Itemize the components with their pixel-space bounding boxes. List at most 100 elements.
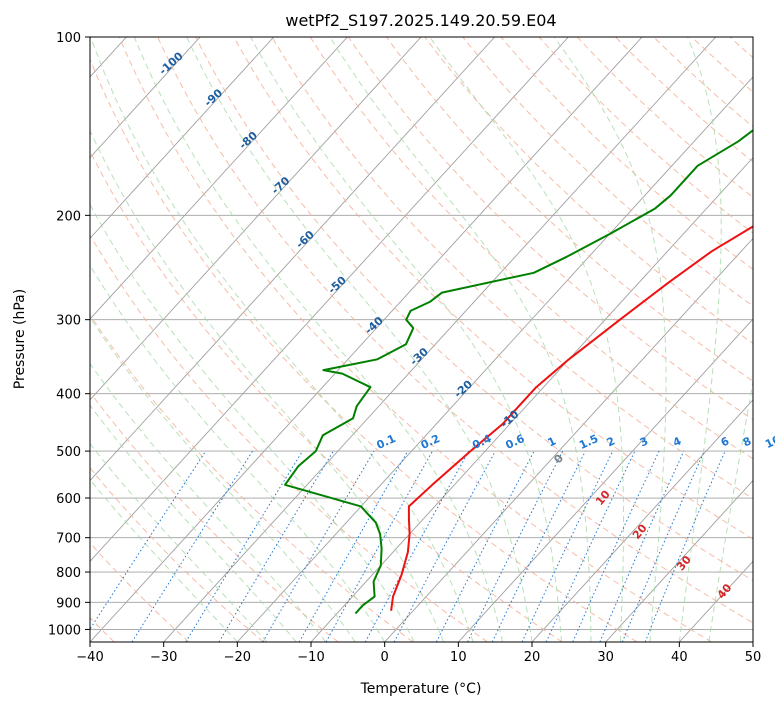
mixing-ratio-line bbox=[262, 450, 375, 642]
isotherm-line bbox=[90, 37, 569, 562]
dry-adiabat-line bbox=[118, 37, 712, 642]
moist-adiabat-line bbox=[553, 37, 667, 642]
dry-adiabat-line bbox=[691, 37, 753, 93]
reference-lines bbox=[90, 37, 775, 642]
x-tick-label: −40 bbox=[76, 650, 103, 665]
y-tick-label: 600 bbox=[56, 492, 81, 507]
dry-adiabat-line bbox=[653, 37, 753, 128]
y-axis-label: Pressure (hPa) bbox=[12, 289, 28, 389]
isotherm-line bbox=[90, 37, 496, 482]
moist-adiabat-line bbox=[90, 442, 268, 642]
dry-adiabat-line bbox=[768, 37, 775, 642]
isotherm-label: -80 bbox=[237, 129, 261, 152]
moist-adiabat-line bbox=[250, 37, 562, 642]
mixing-ratio-label: 3 bbox=[638, 434, 650, 449]
y-tick-label: 900 bbox=[56, 596, 81, 611]
isotherm-label: -90 bbox=[202, 86, 226, 109]
x-tick-label: 30 bbox=[597, 650, 614, 665]
mixing-ratio-label: 4 bbox=[671, 434, 684, 449]
mixing-ratio-line bbox=[218, 450, 334, 642]
mixing-ratio-label: 10 bbox=[763, 433, 775, 451]
mixing-ratio-label: 1.5 bbox=[577, 432, 600, 452]
x-tick-label: −10 bbox=[297, 650, 324, 665]
dry-adiabat-line bbox=[157, 37, 753, 624]
dry-adiabat-line bbox=[615, 37, 753, 163]
moist-adiabat-line bbox=[186, 37, 533, 642]
dry-adiabat-line bbox=[195, 37, 753, 582]
dry-adiabat-line bbox=[309, 37, 753, 460]
moist-adiabat-line bbox=[90, 264, 386, 642]
isotherm-label: -20 bbox=[452, 377, 476, 400]
moist-adiabat-line bbox=[678, 37, 722, 642]
isotherm-label: -40 bbox=[362, 314, 386, 337]
moist-adiabat-line bbox=[90, 129, 445, 642]
isotherm-label: -100 bbox=[157, 49, 186, 77]
mixing-ratio-line bbox=[491, 450, 586, 642]
isotherm-line bbox=[605, 479, 753, 642]
moist-adiabat-line bbox=[90, 362, 327, 642]
axis-layer: −40 −30 −20 −10 0 10 20 30 40 50 1000 900 800 700 600 5… bbox=[48, 31, 761, 665]
mixing-ratio-label: 1 bbox=[546, 434, 558, 449]
isotherm-line bbox=[531, 399, 753, 642]
x-tick-label: −20 bbox=[224, 650, 251, 665]
dry-adiabat-line bbox=[462, 37, 753, 307]
isotherm-line bbox=[458, 318, 753, 642]
mixing-ratio-line bbox=[325, 450, 433, 642]
mixing-ratio-line bbox=[185, 450, 304, 642]
isotherm-line bbox=[237, 76, 753, 642]
y-tick-label: 300 bbox=[56, 314, 81, 329]
mixing-ratio-line bbox=[545, 450, 636, 642]
x-axis-label: Temperature (°C) bbox=[360, 681, 482, 697]
mixing-ratio-line bbox=[599, 450, 685, 642]
moist-adiabat-label: 20 bbox=[630, 521, 650, 541]
series-layer bbox=[284, 128, 753, 615]
dry-adiabat-line bbox=[729, 37, 753, 59]
y-tick-label: 500 bbox=[56, 445, 81, 460]
moist-adiabat-line bbox=[90, 478, 238, 642]
mixing-ratio-line bbox=[364, 450, 470, 642]
x-tick-label: 20 bbox=[524, 650, 541, 665]
dry-adiabat-line bbox=[90, 467, 264, 642]
mixing-ratio-label: 0.1 bbox=[375, 432, 398, 452]
dry-adiabat-line bbox=[90, 149, 563, 642]
isotherm-label: -60 bbox=[293, 228, 317, 251]
mixing-ratio-line bbox=[621, 450, 705, 642]
dry-adiabat-line bbox=[538, 37, 753, 234]
mixing-ratio-line bbox=[572, 450, 660, 642]
dry-adiabat-line bbox=[576, 37, 753, 198]
mixing-ratio-label: 6 bbox=[719, 434, 732, 449]
mixing-ratio-label: 0.2 bbox=[419, 432, 442, 452]
x-tick-label: 40 bbox=[671, 650, 688, 665]
mixing-ratio-line bbox=[467, 450, 564, 642]
dry-adiabat-line bbox=[90, 542, 190, 642]
isotherm-line bbox=[90, 37, 201, 159]
y-tick-label: 700 bbox=[56, 532, 81, 547]
dry-adiabat-line bbox=[500, 37, 753, 270]
chart-title: wetPf2_S197.2025.149.20.59.E04 bbox=[285, 11, 556, 31]
moist-adiabat-line bbox=[429, 37, 624, 642]
isotherm-label: -50 bbox=[326, 273, 350, 296]
plot-frame bbox=[89, 36, 754, 643]
dry-adiabat-line bbox=[90, 314, 414, 642]
mixing-ratio-label: 8 bbox=[741, 434, 753, 449]
x-tick-label: 50 bbox=[745, 650, 762, 665]
mixing-ratio-line bbox=[131, 450, 254, 642]
dry-adiabat-line bbox=[347, 37, 753, 421]
x-tick-label: 10 bbox=[450, 650, 467, 665]
dry-adiabat-line bbox=[424, 37, 753, 344]
isotherm-line bbox=[90, 37, 643, 642]
isotherm-line bbox=[384, 237, 753, 642]
isotherm-line bbox=[90, 37, 348, 320]
mixing-ratio-line bbox=[644, 450, 726, 642]
y-tick-label: 400 bbox=[56, 388, 81, 403]
dry-adiabat-line bbox=[90, 391, 339, 642]
dry-adiabat-line bbox=[271, 37, 753, 500]
moist-adiabat-line bbox=[708, 378, 753, 642]
moist-adiabat-line bbox=[90, 316, 356, 642]
moist-adiabat-line bbox=[133, 37, 503, 642]
moist-adiabat-line bbox=[90, 203, 415, 642]
y-tick-label: 100 bbox=[56, 31, 81, 46]
y-tick-label: 1000 bbox=[48, 623, 81, 638]
isotherm-line bbox=[90, 37, 275, 240]
